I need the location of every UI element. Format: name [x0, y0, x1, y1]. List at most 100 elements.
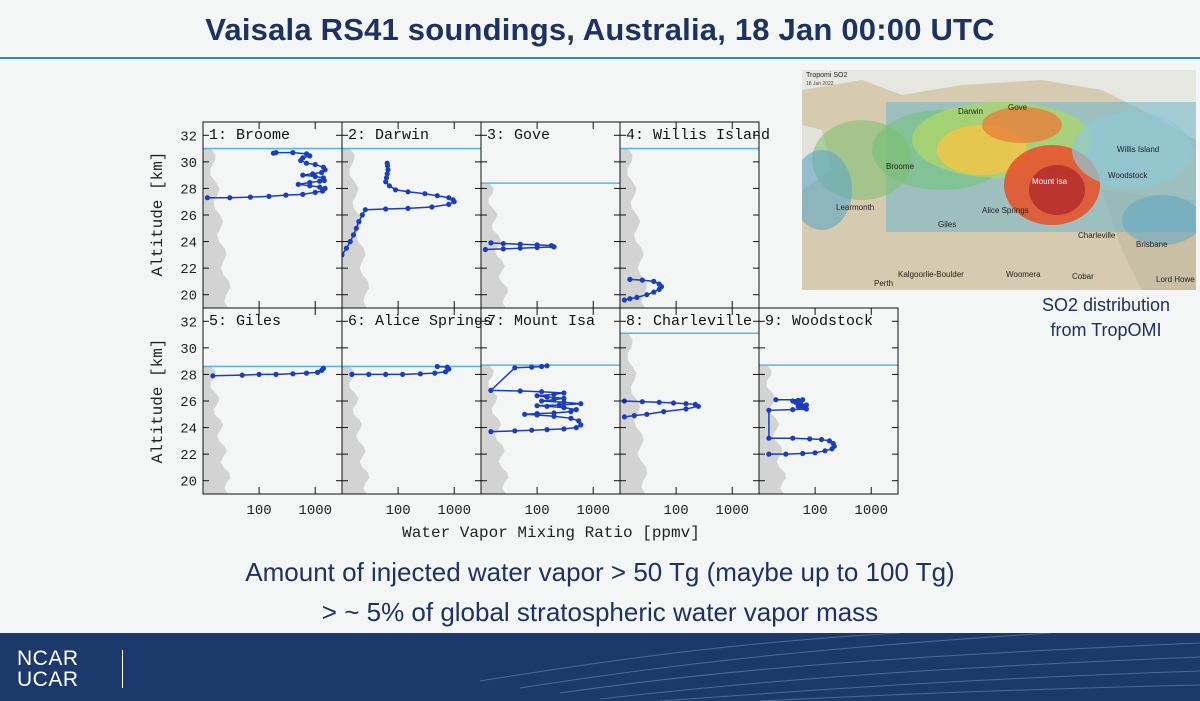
- sounding-point: [551, 410, 557, 416]
- map-date: 18 Jan 2022: [806, 81, 834, 87]
- sounding-point: [807, 436, 813, 442]
- x-tick-label: 1000: [437, 503, 471, 519]
- sounding-point: [539, 398, 545, 404]
- climatology-background: [203, 366, 231, 494]
- sounding-point: [385, 167, 391, 173]
- logo-ucar: UCAR: [17, 668, 79, 691]
- sounding-point: [310, 171, 316, 177]
- sounding-point: [417, 371, 423, 377]
- panel-plot-area: [342, 147, 481, 308]
- title-divider: [0, 57, 1200, 59]
- statement-line-1: Amount of injected water vapor > 50 Tg (…: [245, 557, 955, 587]
- sounding-point: [544, 363, 550, 369]
- sounding-point: [634, 294, 640, 300]
- x-axis-label: Water Vapor Mixing Ratio [ppmv]: [402, 524, 700, 542]
- sounding-point: [500, 246, 506, 252]
- map-label-darwin: Darwin: [958, 107, 983, 116]
- sounding-point: [822, 448, 828, 454]
- sounding-point: [539, 389, 545, 395]
- sounding-point: [434, 193, 440, 199]
- y-tick-label: 26: [180, 395, 197, 411]
- sounding-point: [826, 438, 833, 444]
- sounding-point: [692, 401, 698, 407]
- sounding-point: [444, 364, 450, 370]
- sounding-point: [517, 388, 523, 394]
- sounding-point: [800, 397, 806, 403]
- sounding-point: [450, 197, 456, 203]
- sounding-point: [343, 245, 349, 251]
- x-tick-label: 100: [247, 503, 272, 519]
- sounding-point: [300, 172, 306, 178]
- y-tick-label: 30: [180, 156, 197, 172]
- sounding-point: [568, 409, 574, 415]
- y-tick-label: 26: [180, 209, 197, 225]
- map-caption-line2: from TropOMI: [1050, 320, 1162, 340]
- sounding-point: [766, 435, 772, 441]
- map-label-learmonth: Learmonth: [836, 203, 875, 212]
- map-caption: SO2 distribution from TropOMI: [1000, 293, 1200, 343]
- x-tick-label: 1000: [854, 503, 888, 519]
- sounding-point: [312, 161, 318, 168]
- soundings-chart-grid: 1: Broome 20 22 24 26 28 30 32 2: Darwin 3: Gove 4…: [149, 121, 899, 542]
- sounding-point: [239, 372, 245, 378]
- sounding-point: [573, 407, 579, 413]
- footer-flow-lines: [479, 633, 1200, 701]
- x-tick-label: 100: [803, 503, 828, 519]
- sounding-point: [561, 405, 567, 411]
- so2-map-image: [802, 70, 1196, 290]
- y-axis-label-bottom: Altitude [km]: [149, 339, 167, 464]
- sounding-point: [683, 406, 689, 412]
- sounding-point: [353, 225, 359, 231]
- climatology-background: [620, 148, 648, 308]
- sounding-point: [300, 155, 306, 161]
- sounding-point: [522, 411, 528, 417]
- sounding-point: [534, 403, 540, 409]
- panel-title: 8: Charleville: [626, 313, 752, 330]
- sounding-point: [227, 195, 233, 201]
- panel-layer: 1: Broome 20 22 24 26 28 30 32 2: Darwin 3: Gove 4…: [180, 121, 899, 519]
- map-label-broome: Broome: [886, 162, 915, 171]
- sounding-point: [350, 232, 357, 238]
- panel-plot-area: [620, 147, 759, 308]
- sounding-point: [631, 413, 637, 419]
- y-tick-label: 32: [180, 129, 197, 145]
- sounding-point: [290, 150, 296, 156]
- panel-title: 7: Mount Isa: [487, 313, 595, 330]
- panel-title: 1: Broome: [209, 127, 290, 144]
- map-label-brisbane: Brisbane: [1136, 240, 1168, 249]
- climatology-background: [342, 366, 370, 494]
- sounding-panel: 7: Mount Isa 100 1000: [480, 307, 621, 519]
- sounding-point: [534, 411, 540, 417]
- sounding-point: [803, 402, 810, 408]
- sounding-line: [489, 365, 582, 433]
- so2-map: Tropomi SO2 18 Jan 2022 Darwin Gove Broo…: [802, 70, 1196, 290]
- sounding-point: [766, 451, 772, 457]
- sounding-point: [342, 252, 345, 258]
- sounding-point: [573, 425, 579, 431]
- map-label-giles: Giles: [938, 220, 957, 229]
- x-tick-label: 100: [664, 503, 689, 519]
- y-tick-label: 20: [180, 289, 197, 305]
- slide-title: Vaisala RS41 soundings, Australia, 18 Ja…: [205, 12, 995, 47]
- sounding-point: [482, 246, 488, 253]
- sounding-point: [561, 426, 567, 432]
- sounding-point: [644, 411, 650, 417]
- sounding-point: [210, 373, 216, 379]
- climatology-background: [481, 365, 509, 494]
- sounding-point: [256, 371, 262, 377]
- sounding-line: [207, 151, 327, 199]
- sounding-point: [656, 281, 662, 287]
- sounding-point: [683, 401, 689, 407]
- y-tick-label: 32: [180, 315, 197, 331]
- panel-title: 5: Giles: [209, 313, 281, 330]
- sounding-point: [766, 407, 772, 413]
- sounding-point: [544, 427, 550, 433]
- panel-title: 4: Willis Island: [626, 127, 770, 144]
- sounding-point: [270, 150, 276, 156]
- sounding-line: [342, 163, 456, 256]
- sounding-point: [317, 184, 323, 190]
- sounding-point: [266, 193, 272, 199]
- sounding-point: [303, 151, 310, 157]
- panel-frame: [758, 307, 899, 495]
- sounding-panel: 4: Willis Island: [619, 121, 770, 309]
